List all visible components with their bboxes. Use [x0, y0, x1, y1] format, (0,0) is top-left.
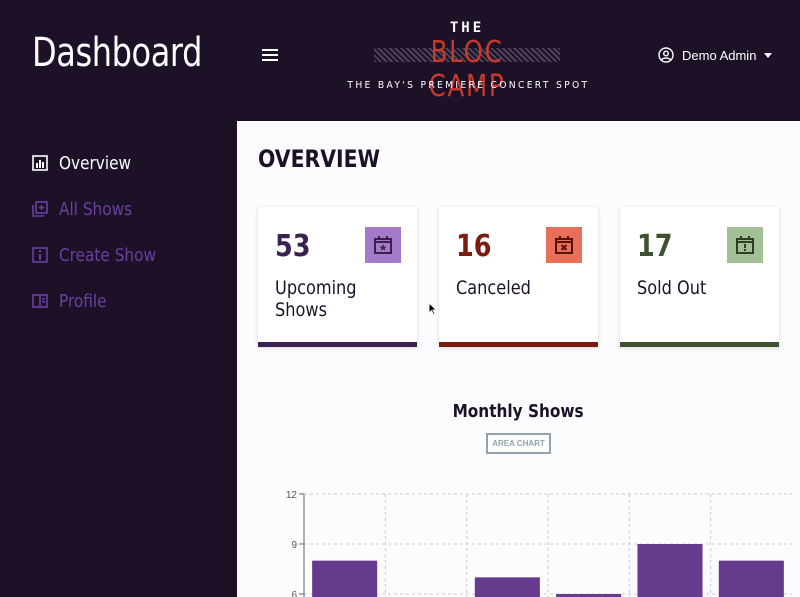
- sidebar-item-label: Profile: [59, 290, 107, 312]
- chevron-down-icon: [764, 52, 773, 58]
- chart-bar: [637, 544, 703, 597]
- profile-card-icon: [32, 294, 48, 308]
- chart-icon: [32, 155, 48, 171]
- chart-bar: [312, 560, 378, 597]
- calendar-x-icon: [546, 227, 582, 263]
- logo-main: BLOC CAMP: [374, 36, 560, 104]
- sidebar-item-profile[interactable]: Profile: [32, 278, 173, 324]
- top-bar: THE BLOC CAMP THE BAY'S PREMIERE CONCERT…: [237, 0, 800, 121]
- area-chart-toggle-button[interactable]: AREA CHART: [486, 433, 551, 454]
- sidebar-nav: Overview All Shows Create Show Profile: [32, 140, 173, 324]
- sidebar-item-overview[interactable]: Overview: [32, 140, 173, 186]
- sidebar: Dashboard Overview All Shows Create Show…: [0, 0, 237, 597]
- logo-the: THE: [449, 20, 485, 36]
- user-circle-icon: [658, 47, 674, 63]
- add-library-icon: [32, 201, 48, 217]
- calendar-alert-icon: [727, 227, 763, 263]
- y-tick-label: 12: [286, 490, 298, 501]
- logo-tagline: THE BAY'S PREMIERE CONCERT SPOT: [347, 80, 590, 91]
- menu-icon[interactable]: [262, 49, 278, 63]
- card-stripe: [620, 342, 779, 347]
- y-tick-label: 9: [291, 540, 297, 551]
- stat-value: 53: [275, 229, 311, 264]
- chart-bar: [718, 560, 784, 597]
- main-content: OVERVIEW 53 Upcoming Shows 16 Canceled 1…: [237, 121, 800, 597]
- stat-card-canceled: 16 Canceled: [439, 207, 598, 347]
- sidebar-item-create-show[interactable]: Create Show: [32, 232, 173, 278]
- chart-bar: [474, 577, 540, 597]
- mouse-cursor-icon: [428, 302, 438, 316]
- card-stripe: [258, 342, 417, 347]
- logo: THE BLOC CAMP THE BAY'S PREMIERE CONCERT…: [337, 18, 597, 104]
- stat-card-sold-out: 17 Sold Out: [620, 207, 779, 347]
- info-box-icon: [32, 247, 48, 263]
- sidebar-item-label: Overview: [59, 152, 132, 174]
- sidebar-item-label: All Shows: [59, 198, 133, 220]
- stat-label: Canceled: [456, 277, 531, 299]
- stat-label: Upcoming Shows: [275, 277, 357, 321]
- logo-text: BLOC CAMP: [428, 35, 506, 104]
- sidebar-title: Dashboard: [32, 30, 203, 76]
- user-menu[interactable]: Demo Admin: [658, 47, 773, 63]
- stat-label: Sold Out: [637, 277, 707, 299]
- stat-value: 16: [456, 229, 492, 264]
- card-stripe: [439, 342, 598, 347]
- sidebar-item-label: Create Show: [59, 244, 156, 266]
- chart-title: Monthly Shows: [452, 401, 585, 422]
- calendar-star-icon: [365, 227, 401, 263]
- user-name: Demo Admin: [682, 47, 757, 63]
- stat-value: 17: [637, 229, 673, 264]
- stat-card-upcoming: 53 Upcoming Shows: [258, 207, 417, 347]
- sidebar-item-all-shows[interactable]: All Shows: [32, 186, 173, 232]
- y-tick-label: 6: [291, 590, 297, 597]
- monthly-shows-chart: 12 9 6: [286, 490, 792, 597]
- logo-stripes: [374, 48, 560, 62]
- chart-bar: [556, 594, 622, 597]
- page-title: OVERVIEW: [258, 145, 381, 173]
